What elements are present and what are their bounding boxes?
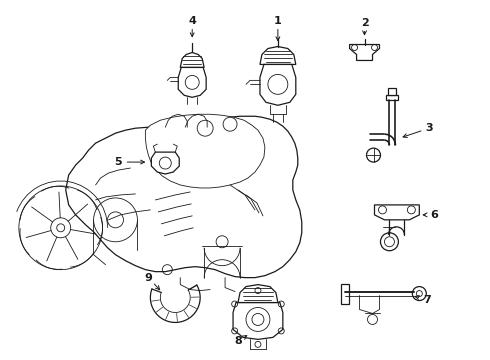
Text: 3: 3: [425, 123, 433, 133]
Polygon shape: [260, 64, 296, 105]
Polygon shape: [341, 284, 348, 303]
Polygon shape: [146, 114, 265, 188]
Text: 9: 9: [145, 273, 152, 283]
Polygon shape: [260, 46, 296, 64]
Polygon shape: [178, 67, 206, 97]
Polygon shape: [180, 53, 204, 67]
Polygon shape: [238, 285, 278, 302]
Polygon shape: [66, 116, 302, 278]
Polygon shape: [374, 205, 419, 220]
Polygon shape: [233, 302, 283, 339]
Polygon shape: [349, 45, 379, 60]
Text: 4: 4: [188, 15, 196, 26]
Polygon shape: [387, 95, 398, 100]
Text: 5: 5: [115, 157, 122, 167]
Text: 1: 1: [274, 15, 282, 26]
Text: 7: 7: [423, 294, 431, 305]
Polygon shape: [151, 152, 179, 174]
Text: 8: 8: [234, 336, 242, 346]
Text: 2: 2: [361, 18, 368, 28]
Text: 6: 6: [430, 210, 438, 220]
Polygon shape: [389, 88, 396, 95]
